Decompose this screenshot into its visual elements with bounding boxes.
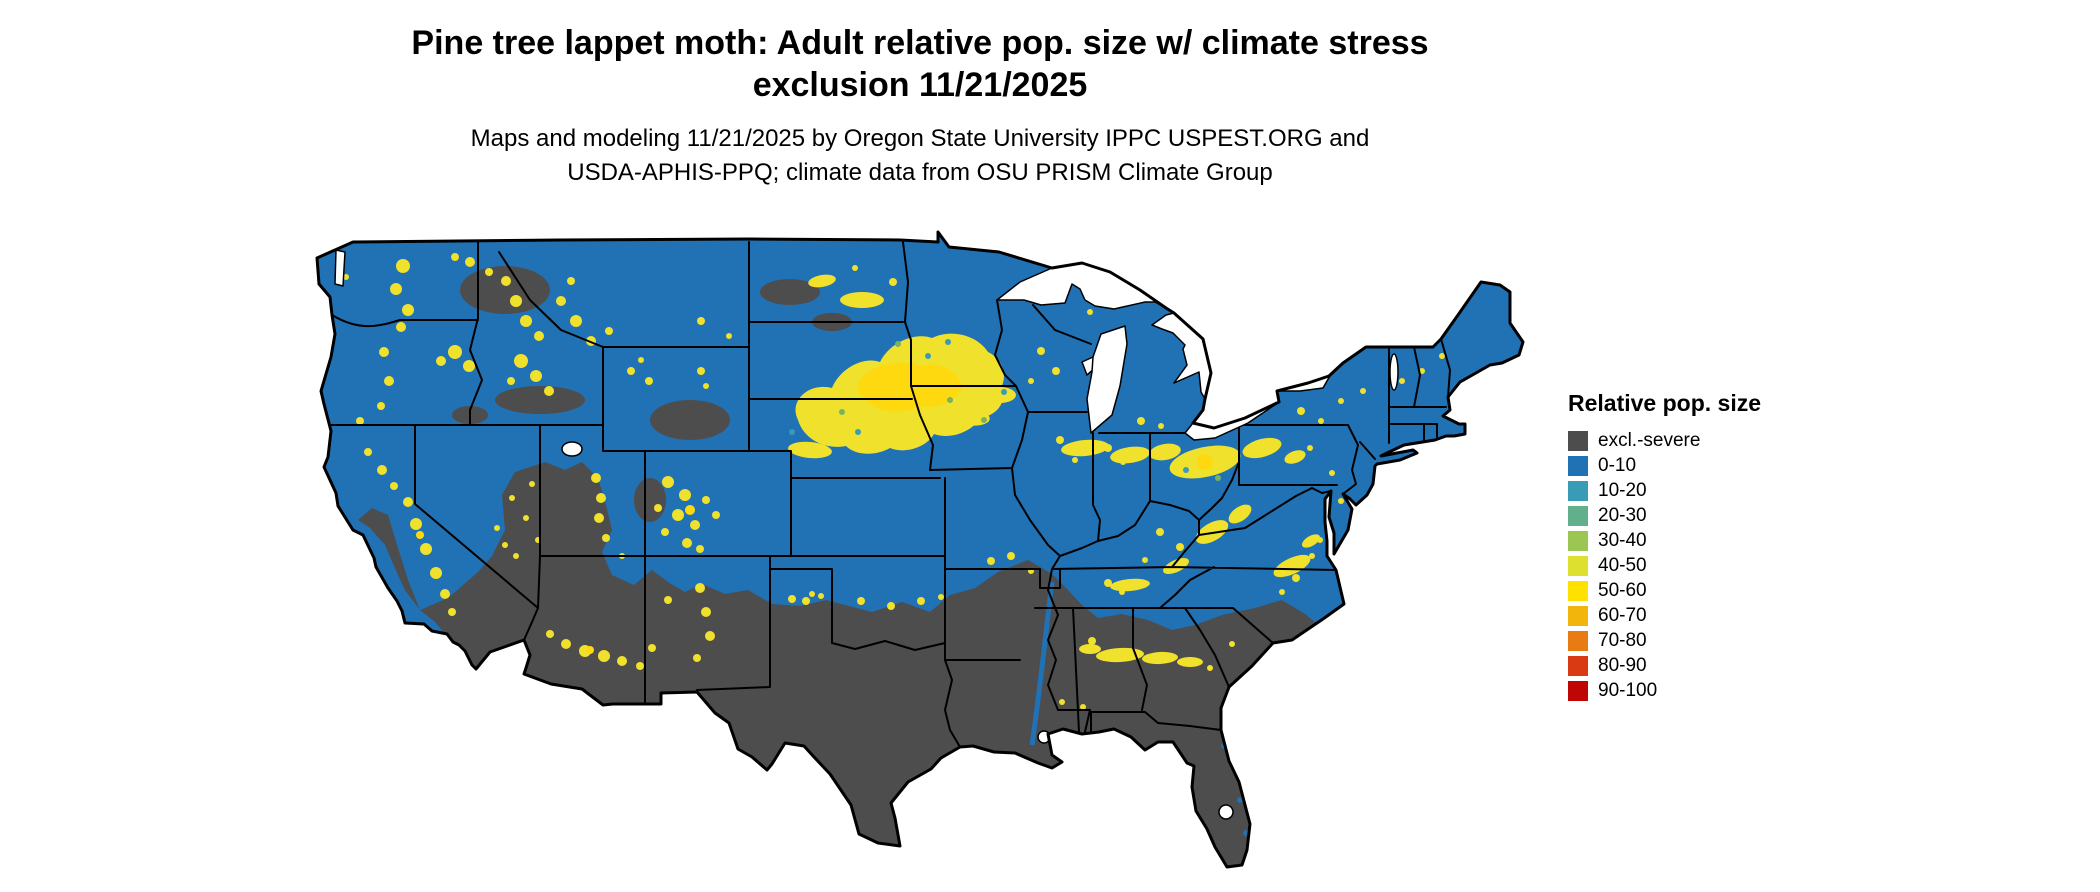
legend-item-label: 20-30 (1598, 505, 1647, 526)
legend-swatch (1568, 481, 1588, 501)
puget-sound (334, 249, 346, 287)
legend-items: excl.-severe 0-10 10-20 20-30 30-40 40-50 50-6… (1568, 431, 1761, 701)
legend-swatch (1568, 681, 1588, 701)
legend-item-label: excl.-severe (1598, 430, 1701, 451)
header: Pine tree lappet moth: Adult relative po… (0, 22, 1840, 190)
legend-item: 10-20 (1568, 481, 1761, 501)
legend-swatch (1568, 631, 1588, 651)
transition-flecks (789, 339, 1221, 481)
legend-item-label: 10-20 (1598, 480, 1647, 501)
legend-swatch (1568, 431, 1588, 451)
legend-swatch (1568, 606, 1588, 626)
page-title-line2: exclusion 11/21/2025 (752, 66, 1088, 104)
legend-item-label: 40-50 (1598, 555, 1647, 576)
lake-champlain (1389, 353, 1399, 391)
lake-michigan (1086, 325, 1128, 434)
state-borders (330, 241, 1451, 748)
legend-item-label: 30-40 (1598, 530, 1647, 551)
subtitle-line1: Maps and modeling 11/21/2025 by Oregon S… (470, 125, 1370, 152)
legend-swatch (1568, 581, 1588, 601)
great-salt-lake (561, 441, 583, 457)
legend-item: 60-70 (1568, 606, 1761, 626)
excluded-region (358, 266, 1322, 867)
legend-item-label: 60-70 (1598, 605, 1647, 626)
subtitle-line2: USDA-APHIS-PPQ; climate data from OSU PR… (567, 159, 1273, 186)
legend-item-label: 90-100 (1598, 680, 1658, 701)
legend-item-label: 80-90 (1598, 655, 1647, 676)
legend-swatch (1568, 506, 1588, 526)
legend: Relative pop. size excl.-severe 0-10 10-20… (1568, 390, 1761, 706)
legend-item: 70-80 (1568, 631, 1761, 651)
great-lakes (334, 249, 1399, 820)
mississippi-river-strip (1029, 581, 1055, 746)
legend-item-label: 70-80 (1598, 630, 1647, 651)
legend-swatch (1568, 531, 1588, 551)
legend-item: 20-30 (1568, 506, 1761, 526)
legend-item: excl.-severe (1568, 431, 1761, 451)
page-title-line1: Pine tree lappet moth: Adult relative po… (411, 24, 1429, 62)
legend-item-label: 50-60 (1598, 580, 1647, 601)
legend-item-label: 0-10 (1598, 455, 1637, 476)
legend-item: 90-100 (1568, 681, 1761, 701)
legend-swatch (1568, 556, 1588, 576)
conus-outline (315, 230, 1525, 869)
legend-swatch (1568, 456, 1588, 476)
legend-title: Relative pop. size (1568, 390, 1762, 416)
legend-item: 0-10 (1568, 456, 1761, 476)
legend-swatch (1568, 656, 1588, 676)
legend-item: 40-50 (1568, 556, 1761, 576)
legend-item: 50-60 (1568, 581, 1761, 601)
legend-item: 80-90 (1568, 656, 1761, 676)
subtitle: Maps and modeling 11/21/2025 by Oregon S… (0, 122, 1840, 190)
lake-okeechobee (1218, 804, 1234, 820)
legend-item: 30-40 (1568, 531, 1761, 551)
